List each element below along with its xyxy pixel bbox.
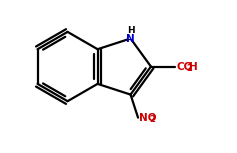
- Text: N: N: [126, 34, 135, 43]
- Text: 2: 2: [149, 115, 155, 124]
- FancyBboxPatch shape: [127, 33, 134, 39]
- Text: H: H: [189, 62, 198, 72]
- Text: 2: 2: [187, 64, 192, 73]
- Text: H: H: [127, 26, 134, 35]
- Text: NO: NO: [139, 113, 157, 123]
- Text: CO: CO: [177, 62, 193, 72]
